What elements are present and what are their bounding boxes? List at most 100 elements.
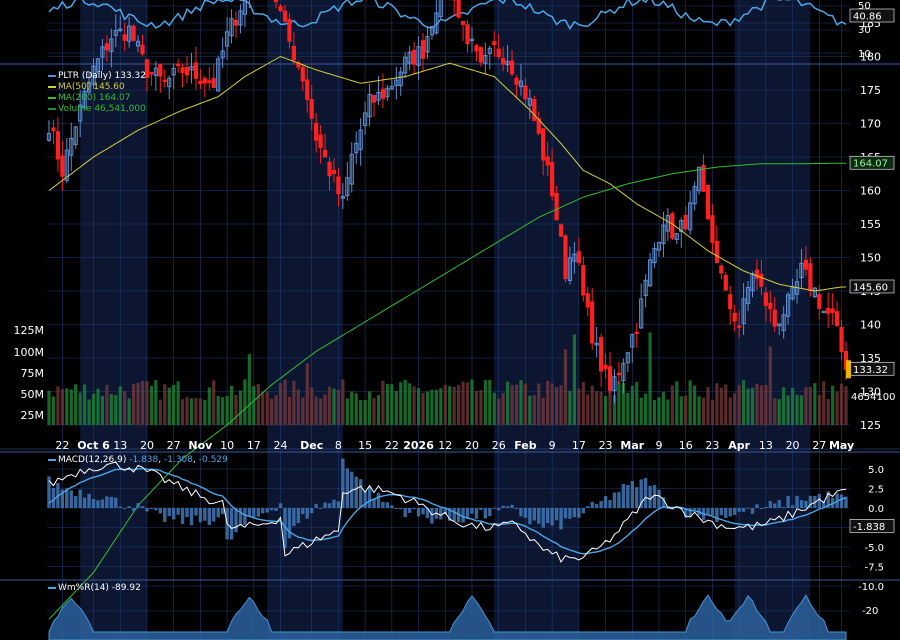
volume-bar xyxy=(314,396,318,425)
volume-badge: 4654100 xyxy=(851,392,896,403)
volume-bar xyxy=(180,399,185,425)
macd-histogram-bar xyxy=(497,508,501,511)
volume-bar xyxy=(737,385,741,425)
candle-body xyxy=(220,50,225,59)
candle-body xyxy=(701,165,706,192)
candle-body xyxy=(607,366,613,391)
volume-bar xyxy=(568,390,572,425)
candle-body xyxy=(514,77,519,85)
macd-histogram-bar xyxy=(163,508,167,522)
macd-histogram-bar xyxy=(367,486,372,508)
macd-histogram-bar xyxy=(724,508,728,519)
volume-bar xyxy=(697,396,701,425)
volume-bar xyxy=(755,383,759,425)
candle-body xyxy=(554,192,559,221)
macd-histogram-bar xyxy=(136,503,140,508)
volume-bar xyxy=(546,380,550,425)
candle-body xyxy=(407,51,412,64)
x-tick-label: May xyxy=(829,439,854,452)
candle-body xyxy=(184,67,190,76)
x-tick-label: 12 xyxy=(438,439,452,452)
candle-body xyxy=(425,36,430,53)
macd-histogram-bar xyxy=(470,508,474,514)
ma200-line xyxy=(48,162,846,620)
x-tick-label: 20 xyxy=(465,439,479,452)
candle-body xyxy=(385,87,390,98)
macd-histogram-bar xyxy=(492,507,496,509)
candle-body xyxy=(162,79,167,83)
volume-bar xyxy=(452,386,456,425)
macd-histogram-bar xyxy=(122,508,127,510)
x-tick-label: 13 xyxy=(113,439,127,452)
candle-body xyxy=(576,251,581,264)
legend-volume: Volume 46,541,000 xyxy=(48,104,146,115)
month-band-2 xyxy=(494,0,579,640)
candle-body xyxy=(55,131,61,160)
volume-bar xyxy=(630,385,634,425)
candle-body xyxy=(238,10,243,26)
macd-histogram-bar xyxy=(327,503,332,508)
candle-body xyxy=(487,47,492,55)
volume-bar xyxy=(648,332,652,425)
macd-histogram-bar xyxy=(412,508,416,510)
volume-bar xyxy=(189,398,194,425)
volume-bar xyxy=(60,389,64,425)
macd-histogram-bar xyxy=(252,508,256,518)
volume-bar xyxy=(363,399,367,425)
volume-bar xyxy=(465,382,470,425)
macd-signal-line xyxy=(48,467,847,555)
rsi-badge-bg xyxy=(849,8,895,23)
candle-body xyxy=(728,294,733,310)
candle-body xyxy=(60,155,65,177)
macd-histogram-bar xyxy=(243,508,247,526)
volume-bar xyxy=(283,379,287,425)
wpr-area xyxy=(48,594,847,640)
macd-histogram-bar xyxy=(301,508,305,515)
volume-bar xyxy=(644,393,648,425)
volume-bar xyxy=(483,380,487,425)
volume-bar xyxy=(506,381,510,425)
volume-bar xyxy=(319,398,323,425)
volume-bar xyxy=(421,392,425,425)
volume-bar xyxy=(831,385,835,425)
volume-bar xyxy=(234,394,238,425)
volume-bar xyxy=(679,396,683,425)
volume-bar xyxy=(274,395,278,425)
macd-histogram-bar xyxy=(82,497,87,508)
macd-histogram-bar xyxy=(572,508,577,518)
macd-histogram-bar xyxy=(545,508,550,524)
candle-body xyxy=(665,215,670,232)
macd-histogram-bar xyxy=(105,496,109,508)
macd-histogram-bar xyxy=(385,502,390,508)
macd-histogram-bar xyxy=(461,508,465,523)
volume-bar xyxy=(514,384,519,425)
volume-bar xyxy=(786,395,790,425)
ma200-badge-bg xyxy=(849,155,895,170)
macd-histogram-bar xyxy=(479,508,483,511)
volume-bar xyxy=(635,381,639,425)
volume-bar xyxy=(350,391,354,425)
macd-histogram-bar xyxy=(537,508,541,524)
volume-bar xyxy=(746,388,750,425)
volume-bar xyxy=(65,388,69,425)
macd-histogram-bar xyxy=(265,508,269,513)
candle-body xyxy=(621,363,626,381)
volume-bar xyxy=(777,399,781,425)
volume-bar xyxy=(345,398,349,425)
macd-histogram-bar xyxy=(443,508,447,515)
macd-histogram-bar xyxy=(692,508,697,511)
macd-histogram-bar xyxy=(706,508,710,516)
macd-histogram-bar xyxy=(519,508,523,517)
macd-histogram-bar xyxy=(826,491,830,508)
macd-histogram-bar xyxy=(220,508,225,515)
volume-bar xyxy=(430,389,434,425)
macd-histogram-bar xyxy=(203,508,207,521)
candle-body xyxy=(167,77,172,88)
volume-bar xyxy=(764,384,768,425)
price-tick-label: 175 xyxy=(860,84,881,97)
volume-bar xyxy=(759,385,764,425)
macd-histogram-bar xyxy=(577,508,581,518)
legend-ma200: MA(200) 164.07 xyxy=(48,93,146,104)
macd-histogram-bar xyxy=(648,485,652,508)
